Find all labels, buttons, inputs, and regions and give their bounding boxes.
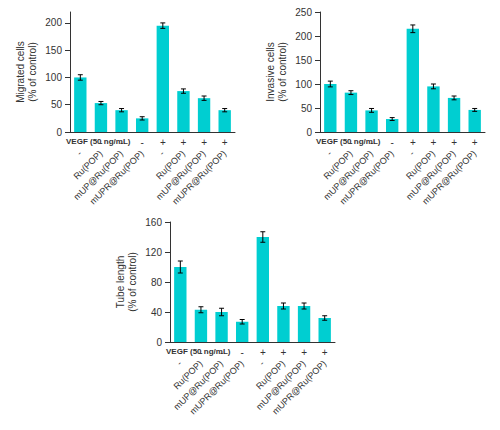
- svg-text:mUP@Ru(POP): mUP@Ru(POP): [404, 148, 458, 202]
- svg-text:200: 200: [45, 17, 62, 28]
- svg-text:mUPR@Ru(POP): mUPR@Ru(POP): [420, 148, 478, 206]
- svg-text:+: +: [451, 137, 457, 148]
- svg-text:-: -: [99, 137, 102, 148]
- svg-text:100: 100: [45, 72, 62, 83]
- svg-text:-: -: [407, 148, 416, 157]
- svg-text:+: +: [222, 137, 228, 148]
- svg-text:50: 50: [301, 103, 313, 114]
- svg-text:-: -: [157, 148, 166, 157]
- svg-text:0: 0: [156, 337, 162, 348]
- svg-text:+: +: [281, 347, 287, 358]
- svg-text:Tube length: Tube length: [115, 256, 126, 308]
- svg-text:mUPR@Ru(POP): mUPR@Ru(POP): [188, 358, 246, 416]
- svg-text:-: -: [325, 148, 334, 157]
- svg-text:250: 250: [295, 7, 312, 18]
- svg-text:+: +: [260, 347, 266, 358]
- svg-text:-: -: [257, 358, 266, 367]
- svg-text:(% of control): (% of control): [127, 252, 138, 311]
- svg-text:+: +: [472, 137, 478, 148]
- svg-text:40: 40: [151, 307, 163, 318]
- svg-text:mUPR@Ru(POP): mUPR@Ru(POP): [338, 148, 396, 206]
- svg-text:-: -: [220, 347, 223, 358]
- svg-text:+: +: [410, 137, 416, 148]
- svg-text:mUP@Ru(POP): mUP@Ru(POP): [154, 148, 208, 202]
- svg-text:-: -: [79, 137, 82, 148]
- svg-text:150: 150: [45, 45, 62, 56]
- svg-text:0: 0: [56, 127, 62, 138]
- svg-text:-: -: [391, 137, 394, 148]
- svg-text:mUP@Ru(POP): mUP@Ru(POP): [321, 148, 376, 202]
- svg-text:+: +: [301, 347, 307, 358]
- svg-text:0: 0: [306, 127, 312, 138]
- svg-text:+: +: [160, 137, 166, 148]
- svg-text:mUPR@Ru(POP): mUPR@Ru(POP): [170, 148, 228, 206]
- svg-text:mUP@Ru(POP): mUP@Ru(POP): [71, 148, 126, 202]
- svg-text:Migrated cells: Migrated cells: [15, 41, 26, 103]
- svg-text:-: -: [349, 137, 352, 148]
- svg-text:150: 150: [295, 55, 312, 66]
- svg-text:(% of control): (% of control): [277, 42, 288, 101]
- svg-text:mUPR@Ru(POP): mUPR@Ru(POP): [270, 358, 328, 416]
- svg-text:200: 200: [295, 31, 312, 42]
- svg-text:-: -: [75, 148, 84, 157]
- svg-text:Invasive cells: Invasive cells: [265, 42, 276, 101]
- svg-text:-: -: [179, 347, 182, 358]
- svg-text:160: 160: [145, 217, 162, 228]
- svg-text:+: +: [181, 137, 187, 148]
- svg-text:-: -: [175, 358, 184, 367]
- svg-text:+: +: [322, 347, 328, 358]
- svg-text:50: 50: [51, 99, 63, 110]
- svg-text:-: -: [241, 347, 244, 358]
- svg-text:80: 80: [151, 277, 163, 288]
- svg-text:+: +: [201, 137, 207, 148]
- svg-text:mUPR@Ru(POP): mUPR@Ru(POP): [88, 148, 146, 206]
- svg-text:-: -: [199, 347, 202, 358]
- svg-text:mUP@Ru(POP): mUP@Ru(POP): [254, 358, 308, 412]
- svg-text:-: -: [370, 137, 373, 148]
- svg-text:-: -: [329, 137, 332, 148]
- svg-text:-: -: [120, 137, 123, 148]
- svg-text:mUP@Ru(POP): mUP@Ru(POP): [171, 358, 226, 412]
- svg-text:-: -: [141, 137, 144, 148]
- svg-text:120: 120: [145, 247, 162, 258]
- svg-text:+: +: [431, 137, 437, 148]
- svg-text:(% of control): (% of control): [27, 42, 38, 101]
- svg-text:100: 100: [295, 79, 312, 90]
